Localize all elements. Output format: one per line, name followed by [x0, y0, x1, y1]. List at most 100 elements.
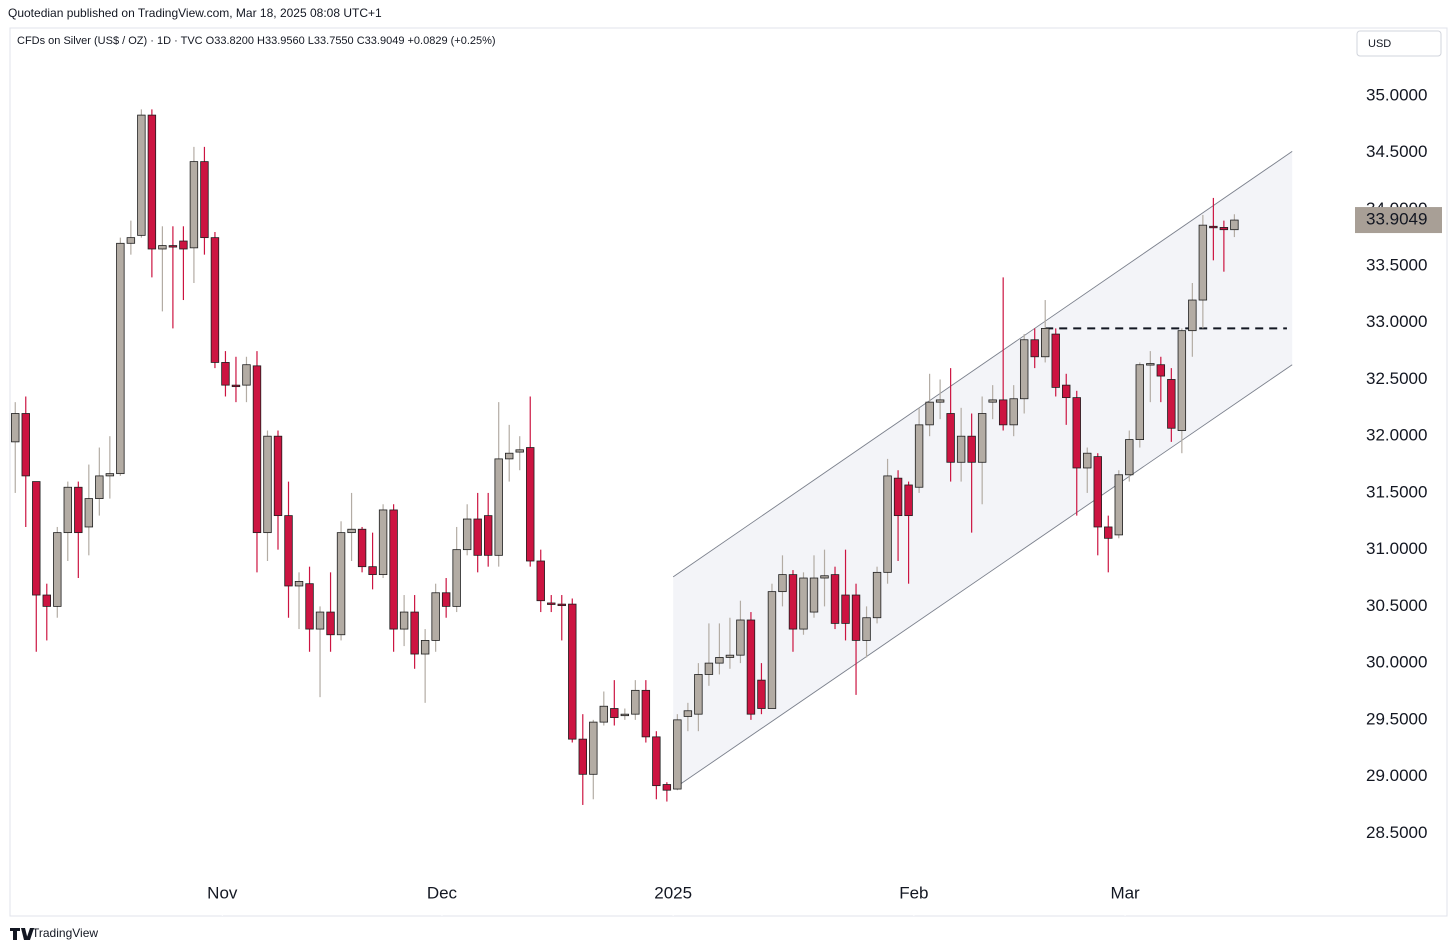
candle-body [935, 399, 945, 403]
candle-body [389, 509, 398, 630]
candle-body [914, 424, 924, 488]
candle-body [231, 384, 241, 388]
candle-body [977, 413, 987, 463]
y-tick-label: 31.0000 [1366, 539, 1427, 558]
candle-body [904, 484, 913, 517]
y-tick-label: 29.5000 [1366, 709, 1427, 728]
candle-body [1104, 526, 1113, 539]
candle-body [263, 435, 272, 534]
candle-body [84, 498, 94, 528]
candle-body [378, 509, 388, 576]
last-price-label: 33.9049 [1366, 210, 1427, 229]
candle-body [1209, 225, 1218, 229]
candle-body [620, 713, 630, 717]
candle-body [956, 435, 966, 463]
candle-body [189, 161, 199, 249]
candle-body [1072, 397, 1081, 469]
candle-body [809, 577, 819, 613]
candle-body [1167, 379, 1176, 429]
y-tick-label: 28.5000 [1366, 823, 1427, 842]
candle-body [116, 242, 125, 475]
candle-body [368, 566, 377, 576]
candle-body [42, 594, 51, 607]
candle-body [179, 240, 188, 250]
candle-body [820, 575, 829, 579]
candle-body [694, 674, 703, 715]
last-price-box [1355, 207, 1442, 234]
candle-body [53, 532, 62, 607]
candle-body [63, 486, 73, 534]
candle-body [893, 477, 903, 517]
y-tick-label: 32.5000 [1366, 369, 1427, 388]
candle-body [1188, 299, 1197, 332]
y-tick-label: 32.0000 [1366, 426, 1427, 445]
candle-body [1051, 333, 1060, 388]
candle-body [137, 114, 146, 236]
candle-body [473, 518, 482, 556]
candle-body [200, 161, 209, 239]
candle-body [830, 574, 840, 624]
candle-body [347, 528, 356, 534]
candle-body [631, 689, 640, 715]
x-tick-label: 2025 [654, 883, 692, 902]
candle-body [126, 237, 136, 244]
candle-body [483, 515, 493, 556]
candle-body [315, 611, 325, 630]
x-tick-label: Feb [899, 883, 928, 902]
candle-body [494, 458, 503, 556]
candle-body [420, 640, 430, 655]
candle-body [74, 486, 83, 534]
candle-body [778, 574, 787, 593]
candle-body [536, 560, 545, 602]
frame [9, 27, 1448, 917]
candle-body [683, 710, 693, 717]
candle-body [704, 662, 714, 675]
candle-body [641, 689, 651, 738]
candle-body [221, 362, 230, 386]
candle-body [589, 721, 598, 775]
currency-box[interactable] [1356, 30, 1442, 57]
candle-body [410, 611, 419, 655]
candle-body [399, 611, 409, 630]
candle-body [1219, 227, 1229, 231]
y-tick-label: 31.5000 [1366, 482, 1427, 501]
candle-body [1230, 219, 1239, 231]
candle-body [925, 401, 934, 426]
candle-body [736, 619, 745, 656]
candle-body [872, 571, 882, 619]
candle-body [336, 532, 346, 636]
candle-body [431, 592, 440, 641]
candle-body [1009, 398, 1018, 426]
y-tick-label: 33.5000 [1366, 255, 1427, 274]
y-tick-label: 30.5000 [1366, 596, 1427, 615]
header: Quotedian published on TradingView.com, … [8, 6, 382, 20]
candle-body [326, 611, 335, 636]
currency: USD [1368, 38, 1391, 50]
candle-body [1135, 364, 1145, 440]
candle-body [105, 473, 115, 477]
candle-body [1030, 339, 1039, 358]
channel-line [672, 364, 1293, 790]
candle-body [746, 619, 756, 715]
candle-body [767, 591, 777, 709]
candle-body [610, 708, 619, 718]
candle-body [1019, 339, 1029, 400]
x-tick-label: Mar [1110, 883, 1140, 902]
candle-body [557, 603, 566, 607]
candle-body [599, 705, 609, 723]
candle-body [273, 435, 283, 517]
candle-body [1062, 384, 1071, 399]
candle-body [210, 237, 220, 363]
candle-body [357, 528, 367, 568]
candle-body [851, 594, 861, 641]
logo [10, 928, 34, 940]
channel-line [672, 151, 1293, 578]
candle-body [788, 574, 798, 630]
y-tick-label: 30.0000 [1366, 653, 1427, 672]
candle-body [757, 679, 766, 709]
candle-body [946, 413, 955, 463]
y-tick-label: 35.0000 [1366, 85, 1427, 104]
candle-body [1114, 474, 1123, 536]
